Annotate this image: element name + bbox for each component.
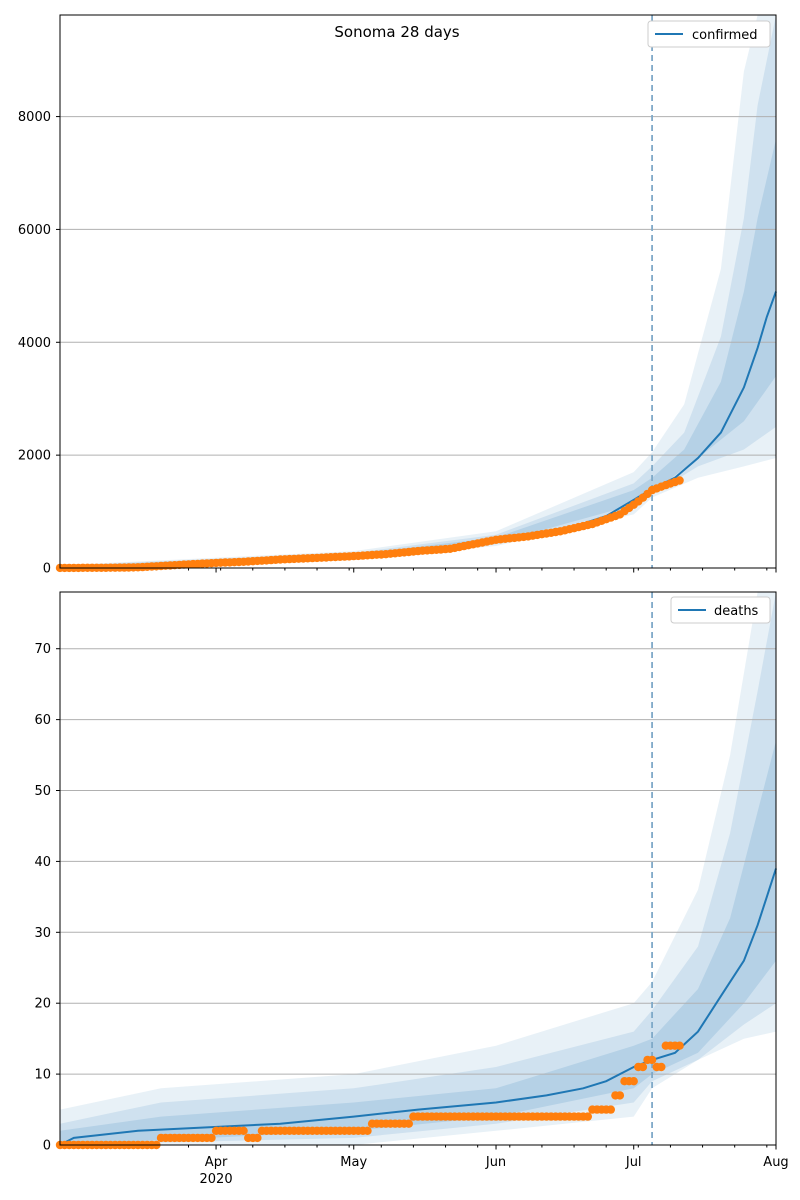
y-tick-label: 4000 <box>18 336 51 351</box>
x-tick-label: Apr <box>205 1155 228 1170</box>
confirmed-gridlines <box>60 116 776 456</box>
deaths-legend: deaths <box>670 596 771 624</box>
legend-label: deaths <box>714 604 759 619</box>
deaths-panel: 0 10 20 30 40 50 60 70 Apr 2020 May Jun Jul Aug deat… <box>34 591 789 1187</box>
model-line <box>59 868 777 1146</box>
confirmed-axes-frame <box>59 14 777 569</box>
observed-point <box>404 1119 413 1128</box>
legend-box <box>670 596 771 624</box>
y-tick-label: 10 <box>34 1068 51 1083</box>
confirmed-legend: confirmed <box>647 20 771 48</box>
observed-point <box>647 1055 657 1065</box>
observed-point <box>629 1077 638 1086</box>
y-tick-label: 2000 <box>18 449 51 464</box>
confirmed-series <box>55 15 777 573</box>
deaths-x-axis: Apr 2020 May Jun Jul Aug <box>59 1145 789 1187</box>
y-tick-label: 50 <box>34 784 51 799</box>
x-tick-year-label: 2020 <box>200 1172 233 1187</box>
observed-point <box>675 476 684 485</box>
y-tick-label: 6000 <box>18 223 51 238</box>
confirmed-y-axis: 0 2000 4000 6000 8000 <box>18 110 60 577</box>
observed-point <box>583 1112 592 1121</box>
deaths-axes-frame <box>59 591 777 1146</box>
observed-point <box>363 1126 372 1136</box>
y-tick-label: 8000 <box>18 110 51 125</box>
observed-point <box>675 1041 684 1050</box>
y-tick-label: 0 <box>43 1139 51 1154</box>
observed-point <box>615 1091 625 1100</box>
observed-point <box>638 1062 648 1072</box>
confirmed-panel: 0 2000 4000 6000 8000 Sonoma 28 days confirm… <box>18 14 777 577</box>
y-tick-label: 20 <box>34 997 51 1012</box>
x-tick-label: Jun <box>485 1155 506 1170</box>
x-tick-label: May <box>340 1155 367 1170</box>
deaths-series <box>55 592 777 1150</box>
observed-point <box>253 1133 262 1143</box>
y-tick-label: 40 <box>34 855 51 870</box>
x-tick-label: Jul <box>625 1155 642 1170</box>
legend-box <box>647 20 771 48</box>
y-tick-label: 70 <box>34 642 51 657</box>
y-tick-label: 30 <box>34 926 51 941</box>
chart-title: Sonoma 28 days <box>334 23 459 41</box>
y-tick-label: 60 <box>34 713 51 728</box>
deaths-gridlines <box>60 648 776 1075</box>
observed-point <box>657 1062 666 1072</box>
x-tick-label: Aug <box>763 1155 788 1170</box>
legend-label: confirmed <box>692 28 758 43</box>
y-tick-label: 0 <box>43 562 51 577</box>
observed-point <box>239 1126 248 1136</box>
observed-point <box>606 1105 615 1114</box>
observed-point <box>207 1133 216 1143</box>
deaths-y-axis: 0 10 20 30 40 50 60 70 <box>34 642 60 1154</box>
